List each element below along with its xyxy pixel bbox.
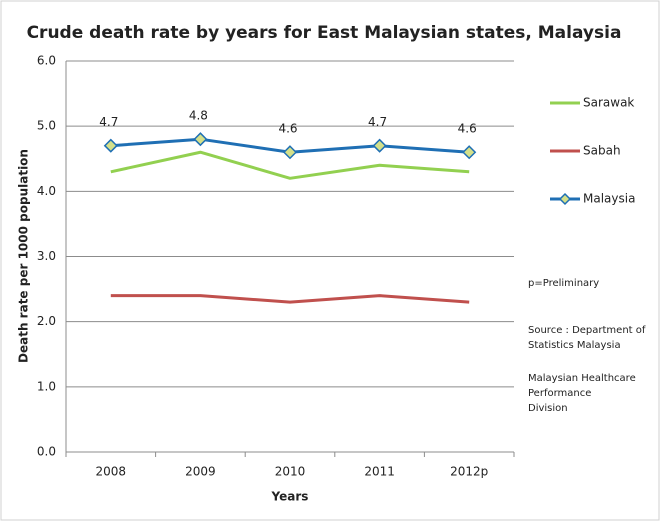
data-label: 4.6 [458,122,477,136]
x-tick-label: 2010 [275,465,306,479]
x-axis-title: Years [271,490,309,504]
x-tick-label: 2009 [185,465,216,479]
legend-label: Sabah [583,144,621,158]
marker [103,138,118,153]
x-tick-label: 2012p [450,465,488,479]
annotation: Source : Department of [528,325,646,336]
y-tick-label: 6.0 [37,54,56,68]
legend-label: Malaysia [583,192,635,206]
y-axis-title: Death rate per 1000 population [17,149,31,363]
y-tick-label: 0.0 [37,445,56,459]
annotation: p=Preliminary [528,278,599,289]
marker [372,138,387,153]
y-tick-label: 2.0 [37,314,56,328]
data-label: 4.7 [99,115,118,129]
legend-label: Sarawak [583,96,634,110]
data-label: 4.6 [278,122,297,136]
y-tick-label: 4.0 [37,184,56,198]
data-label: 4.8 [189,109,208,123]
legend-marker [558,192,572,206]
y-tick-label: 3.0 [37,249,56,263]
series-line [110,294,470,304]
x-tick-label: 2011 [364,465,395,479]
annotation: Division [528,403,568,414]
marker [193,132,208,147]
annotation: Malaysian Healthcare [528,373,636,384]
x-tick-label: 2008 [96,465,127,479]
annotation: Statistics Malaysia [528,340,621,351]
y-tick-label: 5.0 [37,119,56,133]
marker [462,145,477,160]
data-label: 4.7 [368,115,387,129]
series-line [110,150,470,180]
y-tick-label: 1.0 [37,379,56,393]
annotation: Performance [528,388,591,399]
chart-title: Crude death rate by years for East Malay… [27,23,622,43]
marker [282,145,298,160]
